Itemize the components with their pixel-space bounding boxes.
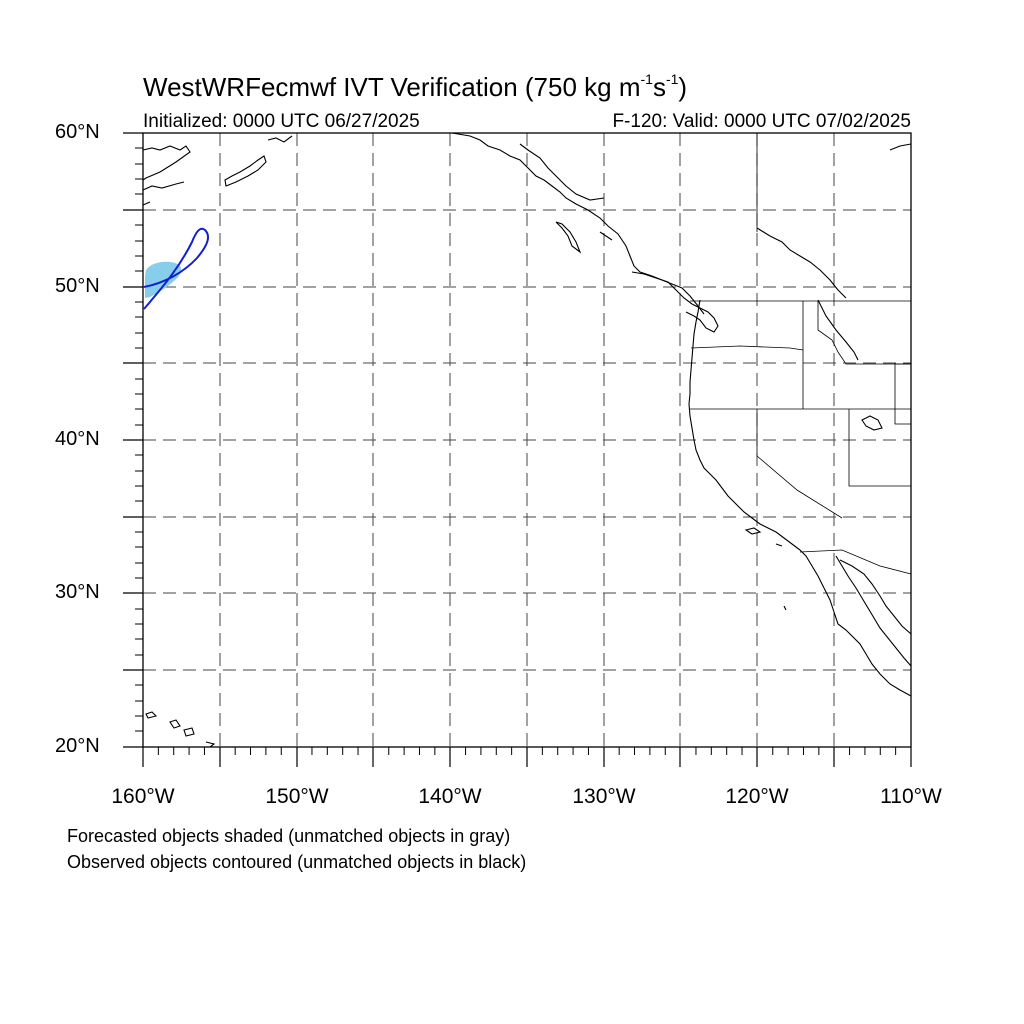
observed-contour	[143, 227, 210, 310]
state-borders	[690, 133, 912, 575]
lat-label-30: 30°N	[55, 581, 100, 603]
forecast-object	[145, 261, 182, 298]
lat-label-60: 60°N	[55, 121, 100, 143]
lon-ticks	[142, 747, 912, 767]
lat-label-40: 40°N	[55, 428, 100, 450]
chart-title: WestWRFecmwf IVT Verification (750 kg m-…	[143, 71, 688, 102]
lon-label-160w: 160°W	[111, 785, 175, 808]
gridlines	[143, 133, 911, 747]
lon-minor-ticks	[157, 747, 897, 755]
lat-label-20: 20°N	[55, 735, 100, 757]
lon-label-130w: 130°W	[572, 785, 636, 808]
init-time-label: Initialized: 0000 UTC 06/27/2025	[143, 111, 420, 132]
valid-time-label: F-120: Valid: 0000 UTC 07/02/2025	[612, 111, 911, 132]
lat-ticks	[123, 132, 143, 748]
footnote-forecast: Forecasted objects shaded (unmatched obj…	[67, 826, 511, 846]
lon-label-110w: 110°W	[880, 785, 942, 808]
footnote-observed: Observed objects contoured (unmatched ob…	[67, 852, 527, 872]
lat-minor-ticks	[135, 147, 143, 732]
lon-label-150w: 150°W	[265, 785, 329, 808]
lon-label-140w: 140°W	[418, 785, 482, 808]
lon-label-120w: 120°W	[725, 785, 789, 808]
lat-label-50: 50°N	[55, 275, 100, 297]
coastlines	[142, 132, 912, 748]
